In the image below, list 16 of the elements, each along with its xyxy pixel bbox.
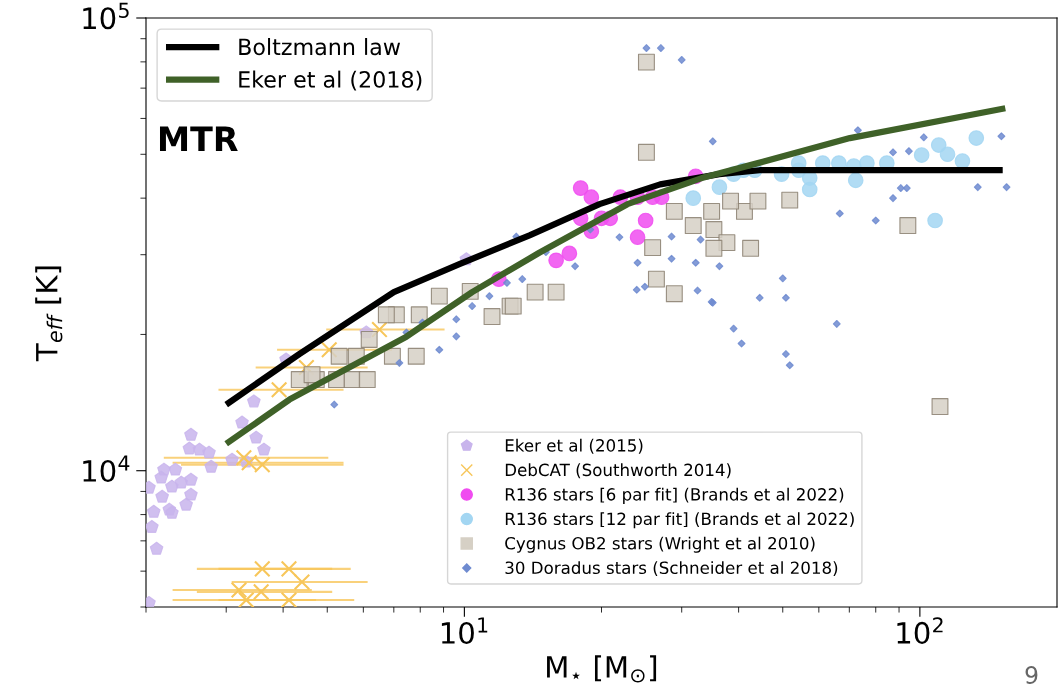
y-tick-label: 10$^{4}$	[83, 455, 130, 483]
legend-label: R136 stars [6 par fit] (Brands et al 2022)	[505, 487, 844, 504]
legend-label: R136 stars [12 par fit] (Brands et al 2022)	[505, 512, 854, 529]
legend-label: Eker et al (2015)	[505, 438, 643, 454]
legend-label: Cygnus OB2 stars (Wright et al 2010)	[505, 536, 815, 553]
x-tick-label: 10$^{2}$	[897, 617, 943, 644]
y-tick-label: 10$^{5}$	[83, 2, 129, 30]
annotation: MTR	[159, 126, 238, 151]
legend-label: Boltzmann law	[239, 38, 401, 56]
x-tick-label: 10$^{1}$	[441, 617, 488, 644]
x-axis-title: M$_{⋆}$ [M$_{⊙}$]	[547, 655, 657, 683]
legend-label: Eker et al (2018)	[239, 70, 422, 91]
legend-label: DebCAT (Southworth 2014)	[505, 463, 731, 479]
legend-label: 30 Doradus stars (Schneider et al 2018)	[505, 561, 838, 577]
y-axis-title: T$_{eff}$ [K]	[35, 266, 63, 362]
text: 9	[1025, 666, 1038, 684]
